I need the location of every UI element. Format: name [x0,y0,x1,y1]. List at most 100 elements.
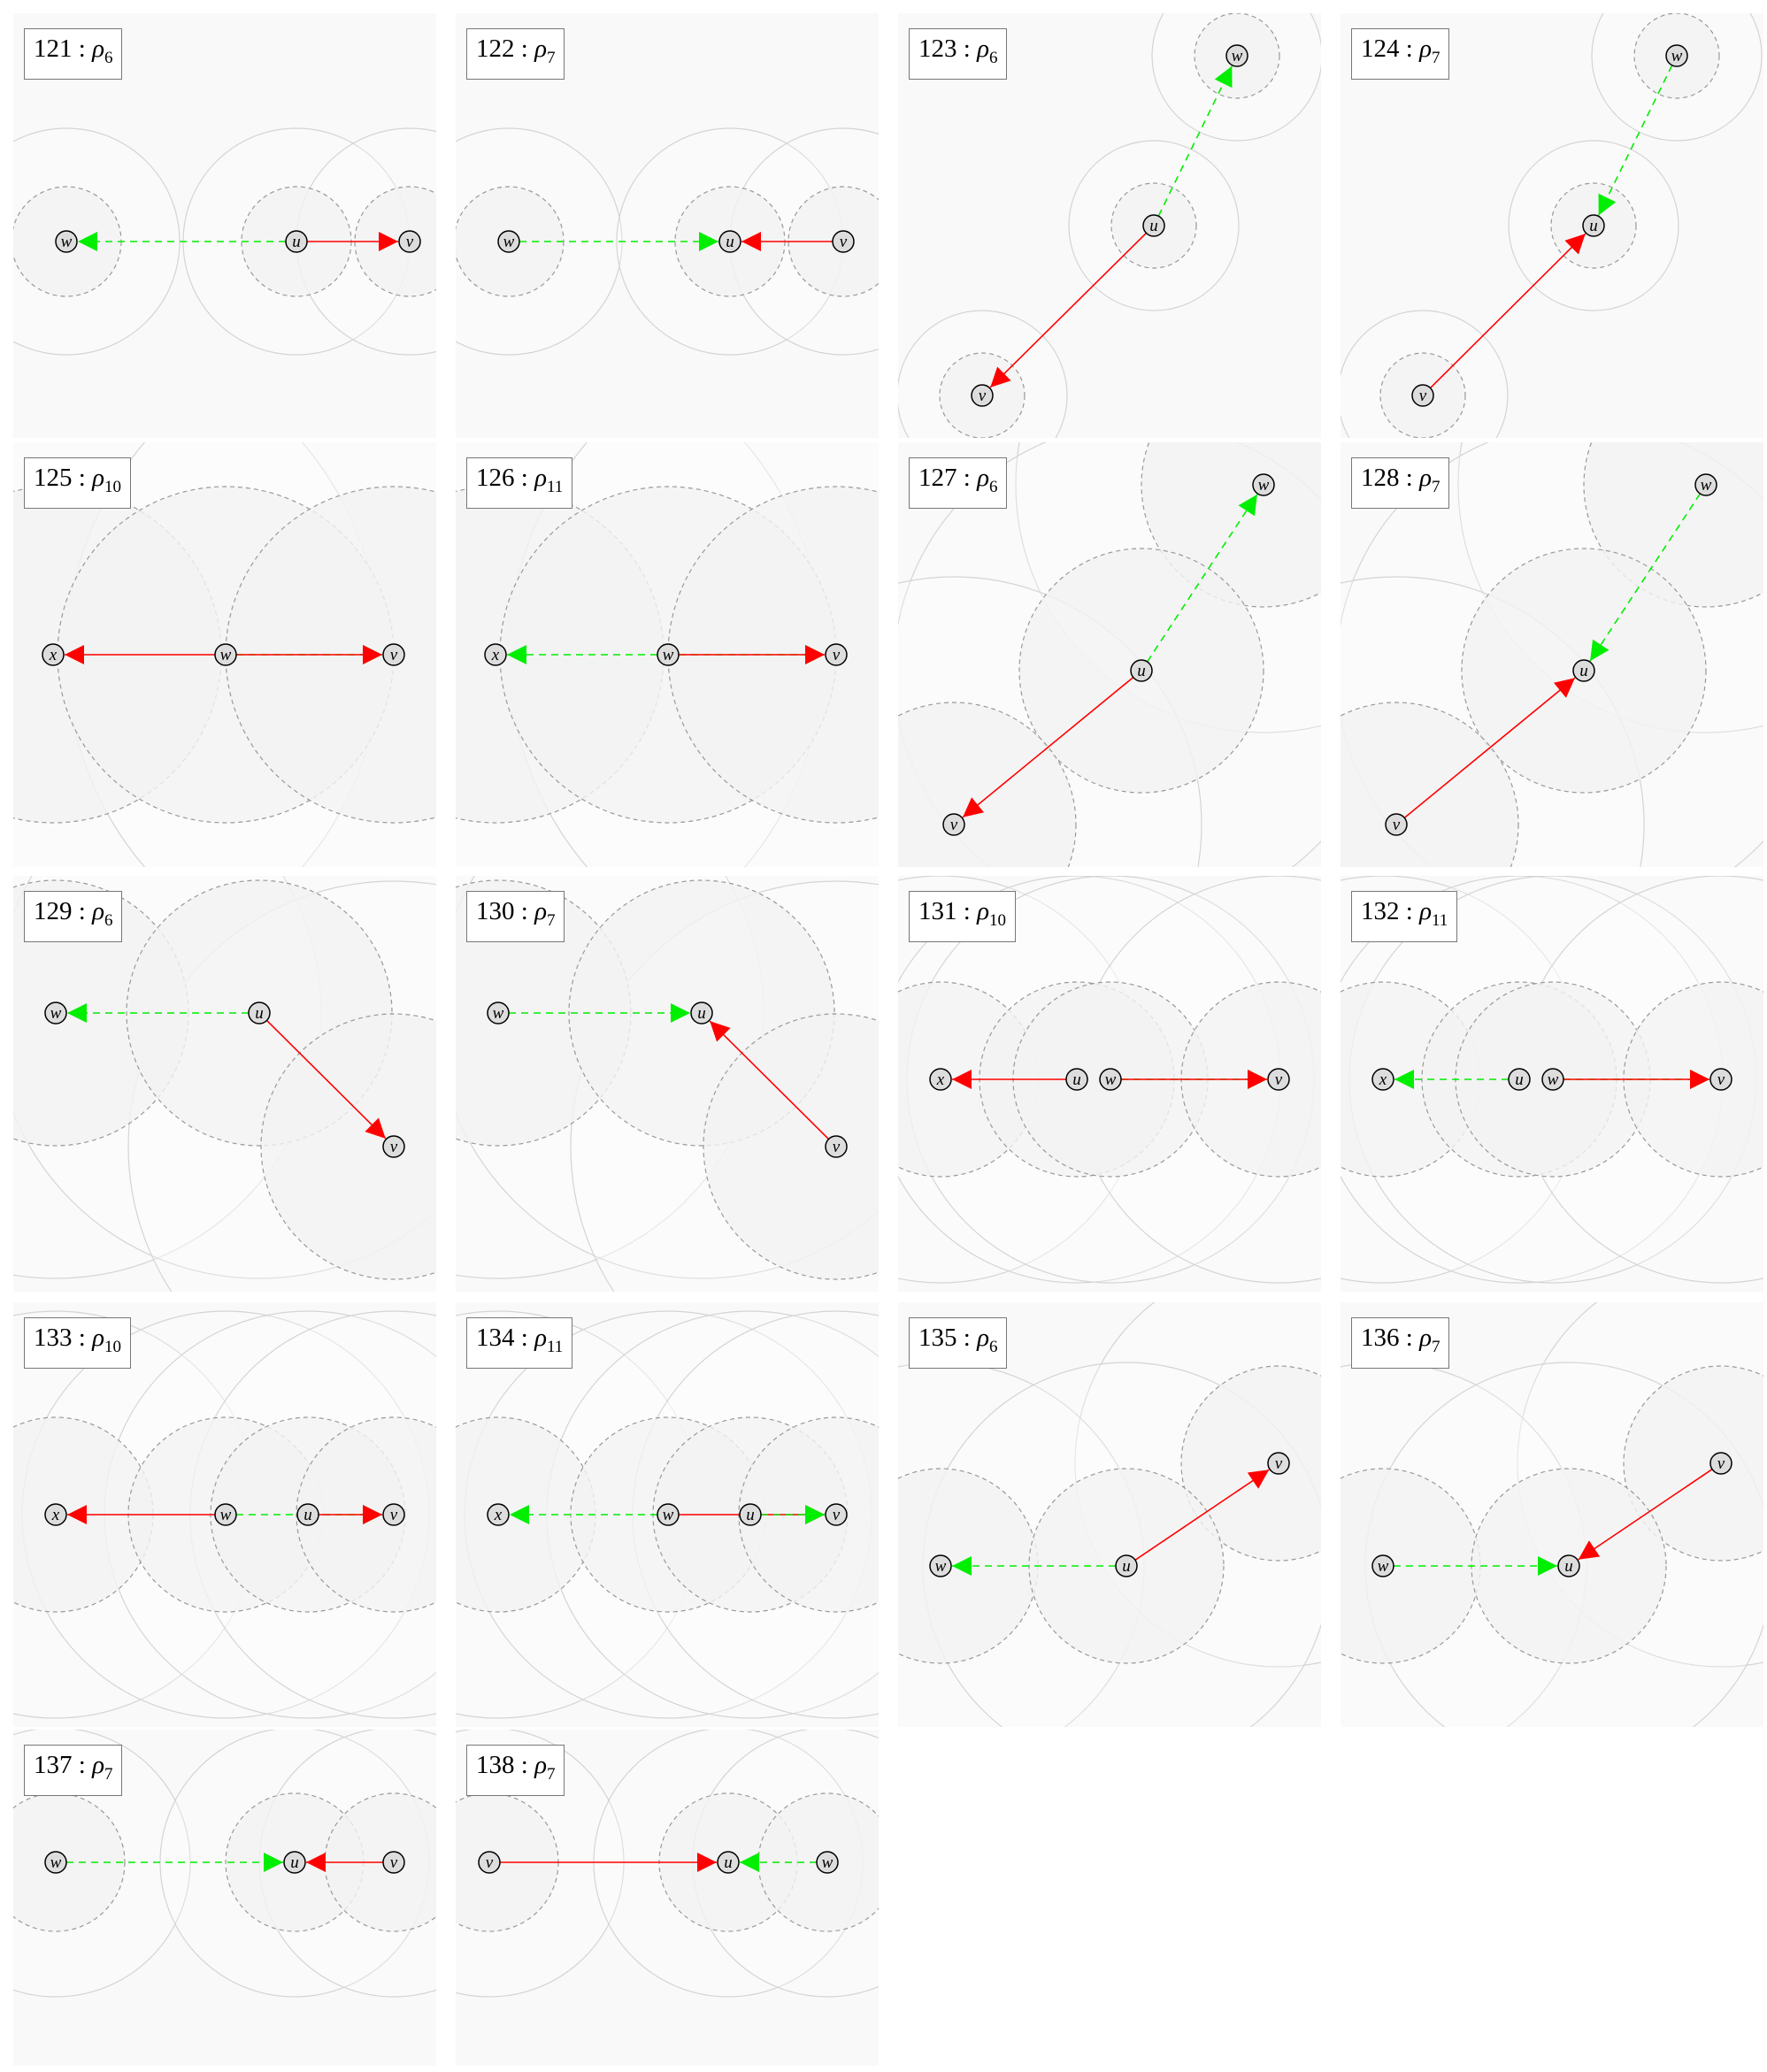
label-separator: : [72,897,93,925]
node-label: u [1589,217,1598,235]
panel-id: 136 [1361,1324,1400,1352]
rho-symbol: ρ [534,464,547,492]
panel-id: 137 [34,1751,73,1779]
panel-label: 128 : ρ7 [1351,457,1450,509]
node-v: v [1385,813,1408,836]
node-w: w [44,1001,67,1024]
node-label: x [1379,1071,1387,1089]
node-label: u [1072,1071,1081,1089]
node-label: x [491,646,500,664]
panel-132: x u w v 132 : ρ11 [1341,876,1763,1292]
rho-symbol: ρ [1419,1324,1432,1352]
node-w: w [44,1851,67,1874]
node-label: w [663,646,674,664]
green-edge-u-w [1157,65,1233,217]
panel-id: 131 [918,897,957,925]
panel-id: 122 [476,35,515,63]
node-label: w [50,1004,62,1023]
panel-label: 122 : ρ7 [466,28,565,80]
node-u: u [1130,659,1153,682]
red-edge-v-u [1429,233,1586,389]
panel-127: w u v 127 : ρ6 [898,442,1321,867]
node-v: v [942,813,965,836]
rho-subscript: 6 [988,477,998,496]
panel-diagram: wuv [1341,13,1763,438]
node-u: u [1557,1554,1580,1577]
node-w: w [1252,473,1275,496]
rho-subscript: 7 [1431,48,1440,67]
rho-symbol: ρ [1419,464,1432,492]
node-label: u [1564,1557,1573,1576]
node-v: v [382,1851,405,1874]
node-label: w [61,233,73,251]
node-label: w [1105,1071,1117,1089]
rho-symbol: ρ [92,1751,104,1779]
node-u: u [285,230,308,253]
node-u: u [1572,659,1595,682]
node-v: v [1267,1068,1290,1091]
panel-131: x u w v 131 : ρ10 [898,876,1321,1292]
node-label: v [1393,816,1401,834]
panel-label: 129 : ρ6 [24,891,123,942]
label-separator: : [956,897,978,925]
rho-symbol: ρ [977,35,989,63]
panel-label: 123 : ρ6 [909,28,1008,80]
rho-symbol: ρ [92,1324,104,1352]
rho-subscript: 11 [546,1337,564,1356]
node-w: w [1694,473,1717,496]
panel-label: 121 : ρ6 [24,28,123,80]
inner-range-disk [1623,1365,1763,1562]
panel-diagram: v w u [898,1302,1321,1727]
panel-diagram: w u v [1341,442,1763,867]
node-w: w [497,230,520,253]
panel-id: 125 [34,464,73,492]
inner-range-disk [703,1013,879,1280]
node-v: v [1267,1452,1290,1475]
node-u: u [283,1851,306,1874]
node-label: w [1232,47,1243,65]
green-edge-w-u [1589,493,1702,662]
green-edge-u-w [1146,494,1258,663]
node-u: u [1115,1554,1138,1577]
panel-id: 138 [476,1751,515,1779]
node-label: v [1717,1071,1725,1089]
green-edge-w-u [1597,65,1673,216]
node-label: u [746,1506,755,1524]
node-x: x [42,643,65,666]
panel-123: w u v 123 : ρ6 [898,13,1321,438]
node-x: x [1371,1068,1394,1091]
panel-label: 132 : ρ11 [1351,891,1458,942]
node-label: v [979,387,987,405]
node-label: x [494,1506,503,1524]
node-label: u [292,233,301,251]
panel-label: 126 : ρ11 [466,457,573,509]
panel-128: w u v 128 : ρ7 [1341,442,1763,867]
rho-subscript: 7 [546,48,556,67]
rho-symbol: ρ [92,35,104,63]
node-w: w [657,1503,680,1526]
node-label: w [935,1557,947,1576]
node-w: w [816,1851,839,1874]
node-label: v [840,233,848,251]
label-separator: : [1399,1324,1420,1352]
panel-label: 133 : ρ10 [24,1317,131,1369]
rho-subscript: 10 [988,910,1006,930]
rho-symbol: ρ [92,897,104,925]
panel-label: 134 : ρ11 [466,1317,573,1369]
panel-diagram: v w u [1341,1302,1763,1727]
node-label: x [49,646,58,664]
panel-diagram: w u v [898,442,1321,867]
node-u: u [296,1503,319,1526]
label-separator: : [72,464,93,492]
node-u: u [739,1503,762,1526]
red-edge-u-v [265,1019,387,1140]
node-label: w [663,1506,674,1524]
rho-symbol: ρ [92,464,104,492]
